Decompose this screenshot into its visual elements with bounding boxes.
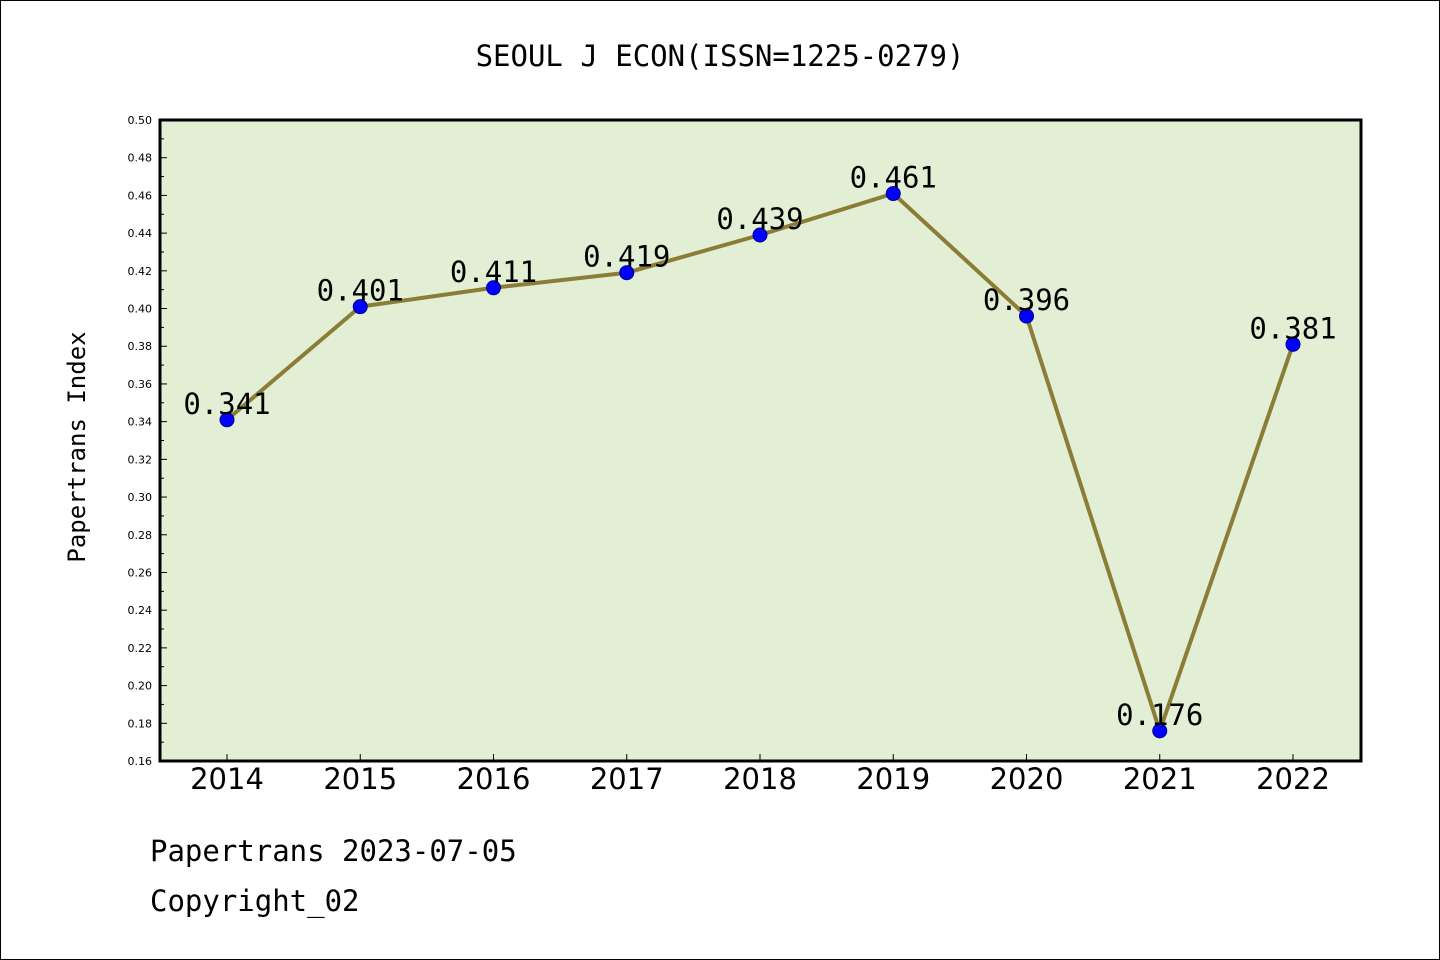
y-tick-label: 0.40 [128,303,153,316]
x-tick-label: 2019 [856,762,930,796]
x-tick-label: 2018 [723,762,797,796]
y-tick-label: 0.34 [128,416,153,429]
y-tick-label: 0.42 [128,265,153,278]
data-point-marker [1019,308,1034,324]
x-tick-label: 2015 [323,762,397,796]
y-tick-label: 0.38 [128,340,153,353]
y-axis-ticks: 0.16 0.18 0.20 0.22 0.24 0.26 0.28 0.30 0.32 0.34… [128,114,167,768]
footer-copyright-text: Copyright_02 [150,884,360,918]
data-point-marker [1152,723,1168,739]
footer-date-text: Papertrans 2023-07-05 [150,834,517,868]
y-tick-label: 0.30 [128,491,153,504]
data-point-marker [619,265,635,281]
x-tick-label: 2016 [457,762,531,796]
data-label: 0.401 [317,274,404,308]
y-tick-label: 0.44 [128,227,153,240]
y-tick-label: 0.36 [128,378,153,391]
y-tick-label: 0.26 [128,566,153,579]
y-tick-label: 0.22 [128,642,153,655]
data-label: 0.381 [1249,311,1336,345]
data-point-marker [352,299,368,315]
x-axis-ticks: 2014 2015 2016 2017 2018 2019 2020 2021 2022 [190,754,1330,796]
data-label: 0.341 [183,387,270,421]
y-tick-label: 0.28 [128,529,153,542]
data-point-marker [1285,336,1301,352]
y-tick-label: 0.16 [128,755,153,768]
data-labels: 0.341 0.401 0.411 0.419 0.439 0.461 0.396 0.176… [183,161,1336,732]
series-markers [219,186,1301,739]
data-point-marker [219,412,235,428]
y-tick-label: 0.50 [128,114,153,127]
data-point-marker [752,227,768,243]
x-tick-label: 2020 [990,762,1064,796]
x-tick-label: 2014 [190,762,264,796]
data-label: 0.411 [450,255,537,289]
data-label: 0.461 [850,161,937,195]
y-tick-label: 0.24 [128,604,153,617]
chart-title: SEOUL J ECON(ISSN=1225-0279) [476,39,965,73]
data-label: 0.396 [983,283,1070,317]
plot-area [158,118,1363,763]
y-tick-label: 0.32 [128,453,153,466]
x-tick-label: 2021 [1123,762,1197,796]
data-point-marker [885,186,901,202]
y-axis-label: Papertrans Index [63,331,91,562]
x-tick-label: 2022 [1256,762,1330,796]
data-point-marker [486,280,501,296]
y-tick-label: 0.48 [128,152,153,165]
y-tick-label: 0.46 [128,189,153,202]
x-tick-label: 2017 [590,762,664,796]
y-tick-label: 0.20 [128,680,153,693]
data-label: 0.419 [583,240,670,274]
y-tick-label: 0.18 [128,717,153,730]
data-label: 0.176 [1116,698,1203,732]
data-label: 0.439 [716,202,803,236]
